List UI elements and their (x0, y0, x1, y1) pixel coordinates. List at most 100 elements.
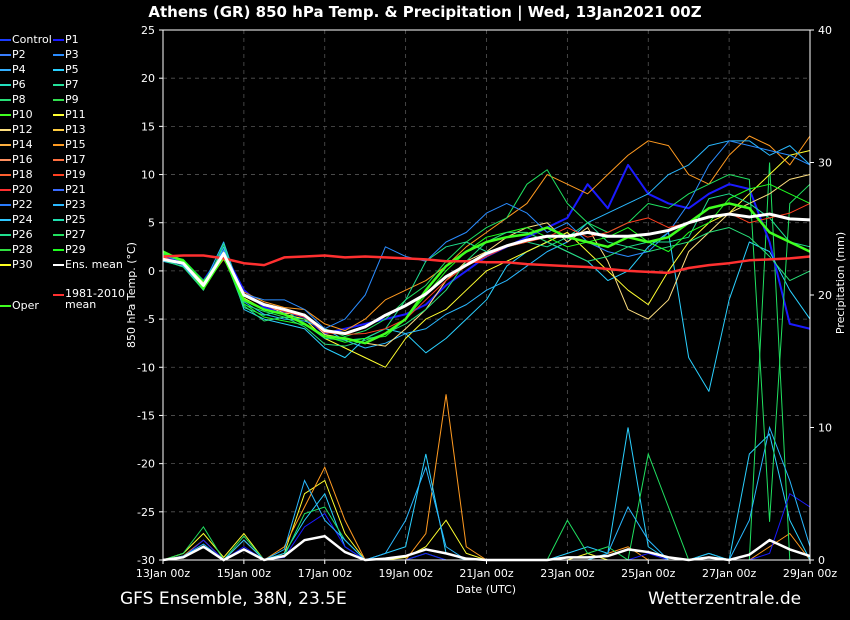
legend-label: Control (12, 33, 52, 46)
legend-item-p19: P19 (53, 168, 86, 181)
legend-item-p9: P9 (53, 93, 79, 106)
y-tick-label-left: 10 (141, 169, 155, 182)
legend-swatch (53, 294, 64, 296)
x-tick-label: 13Jan 00z (136, 567, 190, 580)
temp-line-p23 (162, 140, 811, 349)
y-tick-label-left: 5 (148, 217, 155, 230)
legend-label: P1 (65, 33, 79, 46)
legend-item-p12: P12 (0, 123, 33, 136)
legend-label: P21 (65, 183, 86, 196)
legend-label: P23 (65, 198, 86, 211)
legend-label: P2 (12, 48, 26, 61)
footer-site: Wetterzentrale.de (648, 589, 802, 609)
legend-label: Ens. mean (65, 258, 123, 271)
legend-label: P30 (12, 258, 33, 271)
legend-label: P22 (12, 198, 33, 211)
legend-item-p6: P6 (0, 78, 26, 91)
legend-item-p27: P27 (53, 228, 86, 241)
legend-swatch (53, 234, 64, 236)
legend-label: P4 (12, 63, 26, 76)
y-tick-label-right: 10 (818, 422, 832, 435)
legend-item-p17: P17 (53, 153, 86, 166)
y-tick-label-right: 0 (818, 554, 825, 567)
legend-swatch (0, 264, 11, 266)
temp-line-p3 (162, 140, 811, 330)
legend-swatch (53, 69, 64, 71)
legend-item-p16: P16 (0, 153, 33, 166)
legend-item-p20: P20 (0, 183, 33, 196)
legend-item-oper: Oper (0, 299, 39, 312)
legend-swatch (53, 84, 64, 86)
legend-label: P26 (12, 228, 33, 241)
legend-label: P8 (12, 93, 26, 106)
temp-line-p5 (162, 231, 811, 392)
y-axis-right: 40 30 20 10 0 (810, 24, 832, 567)
y-axis-label-right: Precipitation (mm) (834, 232, 847, 334)
y-tick-label-left: 25 (141, 24, 155, 37)
legend-swatch (0, 189, 11, 191)
y-tick-label-left: -20 (137, 458, 155, 471)
legend-item-p29: P29 (53, 243, 86, 256)
y-tick-label-left: 20 (141, 72, 155, 85)
x-tick-label: 27Jan 00z (702, 567, 756, 580)
x-tick-label: 29Jan 00z (783, 567, 837, 580)
legend-label: P15 (65, 138, 86, 151)
legend-swatch (0, 305, 11, 307)
temp-line-ens-mean (162, 212, 811, 336)
legend-swatch (0, 204, 11, 206)
legend-item-p14: P14 (0, 138, 33, 151)
legend-swatch (0, 114, 11, 116)
legend-swatch (53, 159, 64, 161)
legend-swatch (53, 249, 64, 251)
legend-item-p1: P1 (53, 33, 79, 46)
legend-item-p15: P15 (53, 138, 86, 151)
legend-label: P5 (65, 63, 79, 76)
legend-item-p30: P30 (0, 258, 33, 271)
legend-swatch (0, 54, 11, 56)
legend-label: P17 (65, 153, 86, 166)
legend-label: P10 (12, 108, 33, 121)
legend-swatch (0, 84, 11, 86)
legend-item-p10: P10 (0, 108, 33, 121)
legend-item-p23: P23 (53, 198, 86, 211)
legend-swatch (0, 159, 11, 161)
legend-item-control: Control (0, 33, 52, 46)
y-tick-label-right: 40 (818, 24, 832, 37)
legend-swatch (53, 99, 64, 101)
legend-item-p3: P3 (53, 48, 79, 61)
temp-line-p29 (162, 183, 811, 343)
legend-item-p2: P2 (0, 48, 26, 61)
legend-label: P28 (12, 243, 33, 256)
legend-swatch (53, 204, 64, 206)
footer-model-info: GFS Ensemble, 38N, 23.5E (120, 589, 347, 609)
legend-swatch (53, 144, 64, 146)
legend-label: P29 (65, 243, 86, 256)
y-tick-label-right: 30 (818, 157, 832, 170)
legend-label: P14 (12, 138, 33, 151)
y-tick-label-left: 0 (148, 265, 155, 278)
legend-item-p4: P4 (0, 63, 26, 76)
legend-swatch (0, 99, 11, 101)
legend-label: P3 (65, 48, 79, 61)
legend-item-p8: P8 (0, 93, 26, 106)
legend-swatch (0, 144, 11, 146)
x-tick-label: 25Jan 00z (621, 567, 675, 580)
legend-swatch (0, 219, 11, 221)
legend-item-p18: P18 (0, 168, 33, 181)
legend-label: P13 (65, 123, 86, 136)
x-tick-label: 19Jan 00z (379, 567, 433, 580)
legend-item-1981-2010-mean: 1981-2010 mean (53, 288, 135, 310)
legend-item-p5: P5 (53, 63, 79, 76)
temperature-series (162, 135, 811, 522)
x-tick-label: 17Jan 00z (298, 567, 352, 580)
legend-label: P12 (12, 123, 33, 136)
legend-swatch (0, 39, 11, 41)
legend-item-p24: P24 (0, 213, 33, 226)
legend-swatch (0, 249, 11, 251)
legend-label: P24 (12, 213, 33, 226)
x-axis-label: Date (UTC) (456, 583, 516, 596)
x-tick-label: 15Jan 00z (217, 567, 271, 580)
legend-label: P27 (65, 228, 86, 241)
legend-swatch (0, 234, 11, 236)
legend-swatch (0, 174, 11, 176)
